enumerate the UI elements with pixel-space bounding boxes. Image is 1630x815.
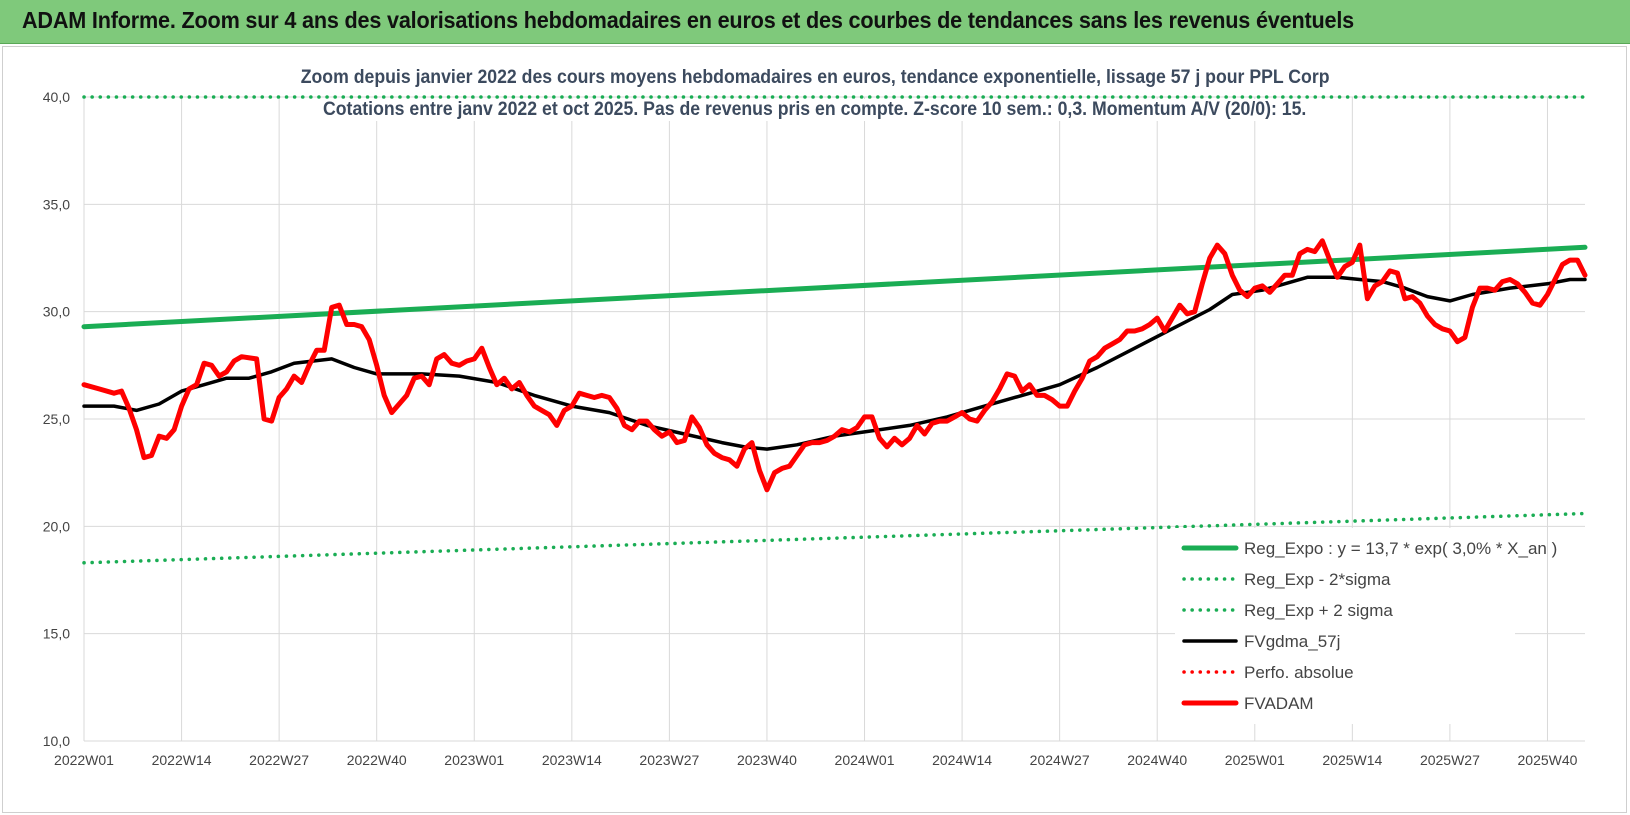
x-tick-label: 2024W40: [1127, 752, 1187, 768]
report-banner: ADAM Informe. Zoom sur 4 ans des valoris…: [0, 0, 1630, 44]
series-line-5: [81, 238, 1588, 493]
legend-label: Reg_Exp - 2*sigma: [1244, 570, 1391, 589]
x-tick-label: 2025W01: [1225, 752, 1285, 768]
x-tick-label: 2022W40: [347, 752, 407, 768]
series-line-0: [81, 244, 1588, 330]
x-tick-label: 2024W27: [1030, 752, 1090, 768]
chart-title: Zoom depuis janvier 2022 des cours moyen…: [0, 67, 1630, 89]
report-title: ADAM Informe. Zoom sur 4 ans des valoris…: [22, 7, 1354, 33]
x-tick-label: 2025W14: [1322, 752, 1382, 768]
x-tick-label: 2023W40: [737, 752, 797, 768]
y-tick-label: 40,0: [43, 89, 70, 105]
x-tick-label: 2024W14: [932, 752, 992, 768]
legend-label: Perfo. absolue: [1244, 663, 1354, 682]
y-tick-label: 25,0: [43, 411, 70, 427]
x-tick-label: 2024W01: [835, 752, 895, 768]
series-line-1: [82, 511, 1587, 565]
legend-label: FVADAM: [1244, 694, 1314, 713]
y-tick-label: 15,0: [43, 626, 70, 642]
x-tick-label: 2022W01: [54, 752, 114, 768]
y-tick-label: 30,0: [43, 304, 70, 320]
chart-subtitle: Cotations entre janv 2022 et oct 2025. P…: [0, 99, 1630, 121]
x-tick-label: 2025W27: [1420, 752, 1480, 768]
x-tick-label: 2023W01: [444, 752, 504, 768]
x-tick-label: 2023W14: [542, 752, 602, 768]
y-tick-label: 10,0: [43, 733, 70, 749]
legend-label: Reg_Exp + 2 sigma: [1244, 601, 1393, 620]
y-tick-label: 20,0: [43, 518, 70, 534]
x-tick-label: 2022W14: [152, 752, 212, 768]
x-tick-label: 2025W40: [1518, 752, 1578, 768]
legend-label: FVgdma_57j: [1244, 632, 1340, 651]
legend-box: [1175, 528, 1515, 724]
chart-frame: [2, 46, 1627, 813]
y-tick-label: 35,0: [43, 196, 70, 212]
legend-label: Reg_Expo : y = 13,7 * exp( 3,0% * X_an ): [1244, 539, 1557, 558]
x-tick-label: 2022W27: [249, 752, 309, 768]
x-tick-label: 2023W27: [639, 752, 699, 768]
